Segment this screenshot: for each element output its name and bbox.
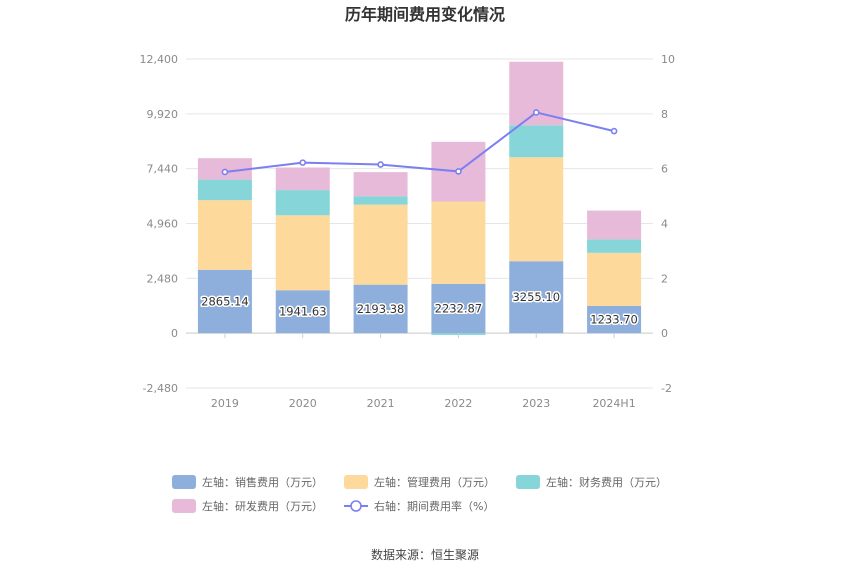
right-tick-label: 2: [661, 272, 668, 285]
left-tick-label: 4,960: [147, 218, 179, 231]
category-label: 2023: [522, 397, 550, 410]
category-label: 2021: [367, 397, 395, 410]
bar-value-label: 2865.14: [201, 294, 249, 308]
right-tick-label: 4: [661, 218, 668, 231]
bar-segment-2020-s1: [275, 215, 330, 291]
bar-segment-2021-s3: [353, 172, 408, 197]
right-tick-label: 10: [661, 53, 675, 66]
bar-segment-2023-s2: [509, 125, 564, 158]
rate-point: [532, 109, 540, 116]
legend-swatch[interactable]: [172, 499, 196, 513]
source-note: 数据来源：恒生聚源: [371, 547, 479, 562]
legend-swatch[interactable]: [516, 475, 540, 489]
legend-swatch[interactable]: [172, 475, 196, 489]
left-tick-label: -2,480: [143, 382, 178, 395]
right-tick-label: 0: [661, 327, 668, 340]
bar-value-label: 2193.38: [357, 302, 405, 316]
bar-value-label: 3255.10: [512, 290, 560, 304]
rate-point: [221, 168, 229, 176]
category-label: 2019: [211, 397, 239, 410]
legend-line-marker[interactable]: [350, 500, 362, 512]
bar-segment-2024H1-s0: [587, 305, 642, 334]
chart-title: 历年期间费用变化情况: [345, 5, 505, 24]
bar-value-labels: 2865.14 1941.63 2193.38 2232.87 3255.10 1233.…: [200, 289, 640, 328]
bar-segment-2020-s3: [275, 167, 330, 191]
bar-value-label: 1941.63: [279, 305, 327, 319]
bar-segment-2021-s2: [353, 196, 408, 205]
bar-segment-2019-s1: [197, 200, 252, 270]
legend: 左轴：销售费用（万元） 左轴：管理费用（万元） 左轴：财务费用（万元） 左轴：研发费用…: [172, 475, 667, 513]
rate-point: [377, 161, 384, 168]
bar-segment-2022-s1: [431, 201, 486, 284]
left-tick-label: 7,440: [147, 163, 179, 176]
right-tick-label: 6: [661, 163, 668, 176]
left-tick-label: 0: [171, 327, 178, 340]
right-axis-ticks: 10 8 6 4 2 0 -2: [661, 53, 675, 395]
x-axis-categories: 2019 2020 2021 2022 2023 2024H1: [211, 397, 636, 410]
bar-segment-2019-s2: [197, 179, 252, 201]
left-tick-label: 9,920: [147, 108, 179, 121]
rate-line: [221, 109, 618, 176]
bar-segment-2019-s0: [197, 269, 252, 334]
category-label: 2020: [289, 397, 317, 410]
left-tick-label: 12,400: [140, 53, 179, 66]
left-tick-label: 2,480: [147, 272, 179, 285]
bar-segment-2020-s2: [275, 190, 330, 216]
bar-segment-2021-s1: [353, 204, 408, 285]
bar-segment-2022-s0: [431, 283, 486, 334]
legend-label[interactable]: 左轴：管理费用（万元）: [374, 475, 495, 489]
rate-line-path: [224, 111, 615, 173]
legend-swatch[interactable]: [344, 475, 368, 489]
right-tick-label: 8: [661, 108, 668, 121]
legend-label[interactable]: 左轴：研发费用（万元）: [202, 499, 323, 513]
bar-segment-2023-s1: [509, 157, 564, 262]
bar-stacks: [197, 61, 642, 339]
bar-value-label: 2232.87: [435, 301, 483, 315]
rate-point: [299, 159, 307, 166]
rate-point: [455, 168, 462, 175]
bar-segment-2024H1-s1: [587, 252, 642, 306]
legend-label[interactable]: 左轴：销售费用（万元）: [202, 475, 323, 489]
bar-segment-2021-s0: [353, 284, 408, 334]
bar-segment-2023-s0: [509, 261, 564, 334]
rate-point: [610, 127, 618, 135]
category-label: 2022: [444, 397, 472, 410]
grid-lines: [186, 58, 653, 389]
category-label: 2024H1: [592, 397, 635, 410]
bar-segment-2024H1-s3: [587, 210, 642, 240]
legend-label[interactable]: 左轴：财务费用（万元）: [546, 475, 667, 489]
bar-segment-2020-s0: [275, 290, 330, 334]
left-axis-ticks: 12,400 9,920 7,440 4,960 2,480 0 -2,480: [140, 53, 179, 395]
legend-label[interactable]: 右轴：期间费用率（%）: [374, 499, 494, 513]
right-tick-label: -2: [661, 382, 672, 395]
bar-value-label: 1233.70: [590, 313, 638, 327]
bar-segment-2024H1-s2: [587, 239, 642, 253]
